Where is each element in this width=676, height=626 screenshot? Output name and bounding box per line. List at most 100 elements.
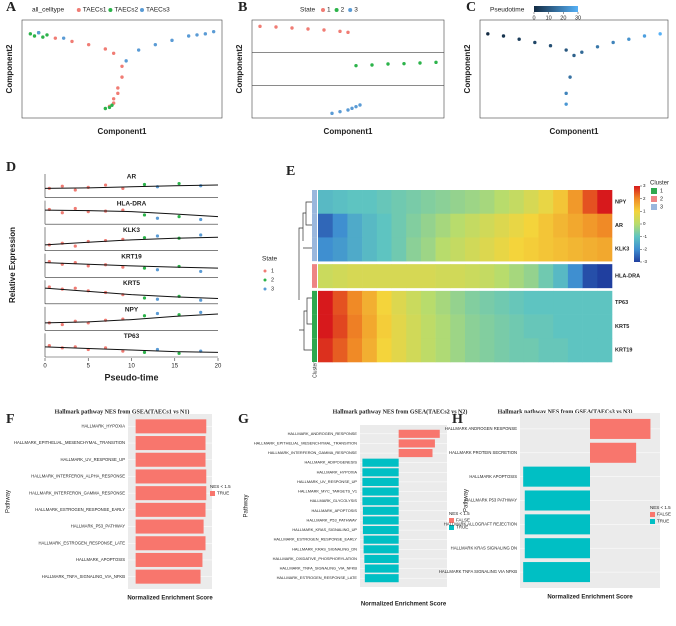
legend-marker (334, 8, 339, 12)
panel-letter: H (452, 412, 463, 427)
point (564, 102, 568, 106)
panel-letter: E (286, 164, 295, 179)
heatmap-cell (376, 338, 392, 363)
point (142, 350, 147, 354)
colorbar-tick-label: 1 (643, 209, 646, 214)
point (564, 48, 568, 52)
heatmap-cell (332, 314, 348, 339)
legend-label: 2 (271, 277, 274, 283)
legend-label: 1 (327, 7, 331, 14)
heatmap-cell (553, 290, 569, 315)
y-tick-label: HALLMARK_TNFA_SIGNALING_VIA_NFKB (42, 574, 126, 579)
point (306, 27, 310, 31)
heatmap-cell (465, 237, 480, 262)
heatmap-cell (318, 237, 333, 262)
row-label: NPY (615, 199, 627, 205)
heatmap-cell (582, 338, 598, 363)
trend-line (44, 184, 219, 189)
point (121, 265, 125, 269)
colorbar (534, 6, 578, 12)
heatmap-cell (362, 264, 378, 289)
point (61, 36, 66, 40)
heatmap-cell (406, 264, 422, 289)
heatmap-cell (523, 237, 539, 262)
heatmap-cell (362, 190, 378, 215)
heatmap-cell (435, 237, 451, 262)
bar (398, 429, 440, 438)
heatmap-cell (420, 213, 436, 238)
point (73, 286, 77, 290)
point (338, 109, 342, 114)
point (110, 103, 114, 107)
heatmap-cell (450, 213, 466, 238)
heatmap-cell (376, 264, 392, 289)
legend-label: FALSE (456, 518, 470, 523)
heatmap-cell (509, 237, 525, 262)
point (186, 34, 191, 38)
point (211, 29, 216, 34)
colorbar-tick-label: 20 (560, 15, 566, 21)
chart-title: Hallmark pathway NES from GSEA(TAECs2 vs… (333, 408, 468, 415)
y-tick-label: HALLMARK APOPTOSIS (469, 474, 517, 479)
legend-swatch (210, 491, 215, 496)
legend-swatch (650, 519, 655, 524)
heatmap-cell (479, 237, 495, 262)
point (402, 61, 406, 66)
heatmap-cell (538, 190, 554, 215)
heatmap-cell (435, 213, 451, 238)
point (354, 63, 358, 68)
cluster-bar (312, 290, 317, 315)
heatmap-cell (465, 290, 480, 315)
trend-line (44, 209, 219, 218)
heatmap-cell (318, 213, 333, 238)
legend-swatch (449, 525, 454, 530)
heatmap-cell (494, 213, 510, 238)
point (642, 34, 647, 38)
point (60, 184, 64, 188)
heatmap-cell (362, 213, 378, 238)
y-tick-label: HALLMARK_INTERFERON_GAMMA_RESPONSE (29, 490, 125, 495)
legend-marker (263, 278, 267, 282)
heatmap-cell (523, 290, 539, 315)
point (142, 296, 147, 300)
heatmap-cell (318, 264, 333, 289)
heatmap-cell (494, 237, 510, 262)
bar (364, 564, 399, 573)
trend-line (44, 287, 219, 300)
legend-title: Cluster (650, 181, 669, 187)
bar (524, 514, 590, 535)
x-axis-label: Normalized Enrichment Score (127, 596, 213, 602)
heatmap-cell (597, 237, 613, 262)
x-tick-label: 5 (87, 364, 91, 370)
bar (135, 452, 206, 467)
legend-label: TAECs3 (146, 7, 170, 14)
row-label: AR (615, 223, 623, 229)
y-tick-label: HALLMARK ANDROGEN RESPONSE (445, 426, 517, 431)
y-tick-label: HALLMARK_HYPOXIA (317, 469, 358, 474)
legend-marker (140, 8, 144, 12)
heatmap-cell (582, 314, 598, 339)
x-tick-label: 20 (215, 364, 222, 370)
bar (362, 526, 399, 535)
trend-line (44, 236, 219, 246)
heatmap-cell (347, 338, 363, 363)
x-axis-label: Normalized Enrichment Score (547, 595, 633, 601)
point (199, 217, 203, 222)
heatmap-cell (538, 213, 554, 238)
gene-label: KRT19 (121, 253, 142, 260)
y-tick-label: HALLMARK_P53_PATHWAY (307, 517, 358, 522)
point (548, 44, 553, 48)
y-tick-label: HALLMARK_ESTROGEN_RESPONSE_LATE (277, 575, 358, 580)
bar (524, 538, 590, 559)
point (568, 75, 572, 79)
x-axis-label: Component1 (98, 127, 147, 136)
heatmap-cell (332, 237, 348, 262)
cluster-bar (312, 237, 317, 262)
point (86, 264, 90, 268)
heatmap-cell (420, 338, 436, 363)
point (142, 213, 147, 217)
heatmap-cell (465, 190, 480, 215)
point (86, 42, 91, 47)
point (580, 50, 584, 54)
bar (135, 519, 204, 534)
